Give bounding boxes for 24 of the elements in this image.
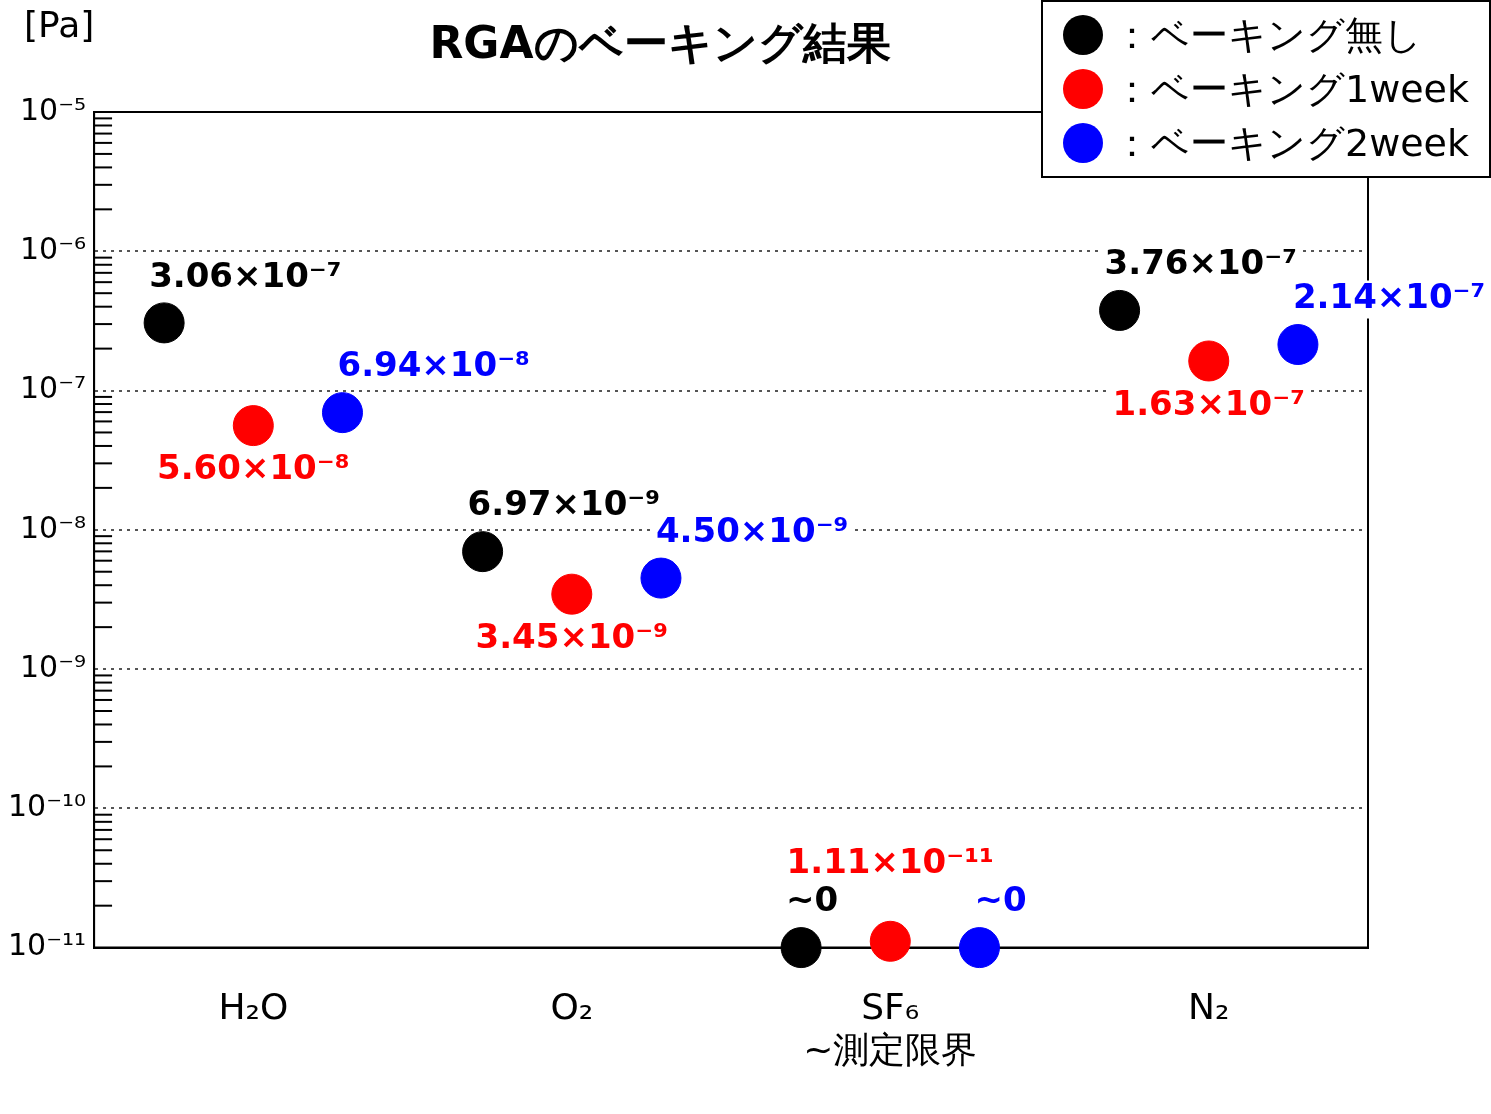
chart-title: RGAのベーキング結果 (428, 16, 892, 70)
data-label: ~0 (974, 879, 1027, 920)
x-tick-label: SF₆ ~測定限界 (803, 985, 978, 1070)
data-label: 5.60×10⁻⁸ (157, 447, 350, 488)
y-tick-label: 10⁻⁹ (20, 648, 87, 684)
y-tick-label: 10⁻⁸ (20, 509, 87, 545)
data-label: 1.11×10⁻¹¹ (786, 841, 994, 882)
y-tick-label: 10⁻¹¹ (8, 927, 87, 963)
y-tick-label: 10⁻⁶ (20, 231, 87, 267)
y-axis-title: [Pa] (24, 4, 95, 45)
data-label: 6.94×10⁻⁸ (337, 344, 531, 385)
data-label: 1.63×10⁻⁷ (1112, 382, 1306, 423)
legend-label: ：ベーキング1week (1112, 65, 1469, 113)
data-label: 3.06×10⁻⁷ (149, 254, 342, 295)
legend-label: ：ベーキング無し (1112, 11, 1422, 59)
data-label: 3.45×10⁻⁹ (475, 615, 669, 656)
y-tick-label: 10⁻¹⁰ (8, 788, 87, 824)
y-tick-label: 10⁻⁷ (20, 370, 87, 406)
x-tick-label: O₂ (550, 985, 594, 1027)
y-tick-label: 10⁻⁵ (20, 91, 87, 127)
x-tick-label: N₂ (1188, 985, 1230, 1027)
legend-label: ：ベーキング2week (1112, 119, 1469, 167)
x-tick-label: H₂O (218, 985, 289, 1027)
data-label: ~0 (786, 879, 839, 920)
